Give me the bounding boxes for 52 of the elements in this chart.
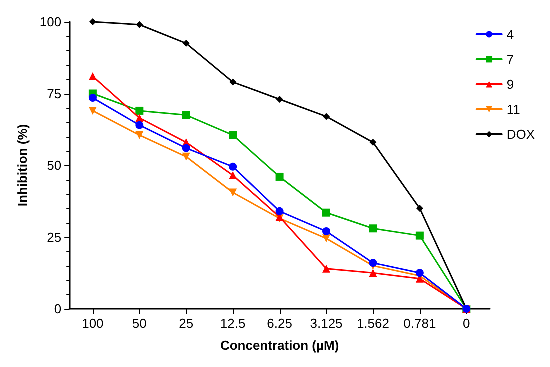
point — [276, 207, 284, 216]
point — [182, 40, 190, 48]
point — [230, 78, 237, 86]
y-tick-label: 50 — [47, 158, 62, 173]
x-tick-label: 0.781 — [404, 316, 436, 331]
point — [369, 269, 378, 278]
point — [88, 94, 97, 102]
y-tick-label: 0 — [54, 302, 62, 316]
y-axis-title: Inhibition (%) — [15, 124, 30, 207]
x-tick-label: 25 — [179, 316, 194, 331]
y-tick-label: 100 — [40, 14, 62, 30]
point — [416, 205, 424, 212]
point — [323, 113, 330, 120]
point — [369, 259, 378, 268]
point — [88, 106, 97, 115]
point — [370, 139, 377, 146]
point — [322, 228, 331, 236]
point — [322, 264, 331, 273]
point — [136, 131, 144, 140]
legend-label: 11 — [506, 102, 520, 117]
point — [229, 188, 238, 197]
legend-label: 4 — [506, 27, 514, 42]
x-tick-label: 1.562 — [356, 316, 390, 331]
point — [89, 18, 96, 26]
point — [136, 121, 144, 130]
point — [229, 172, 238, 180]
point — [416, 269, 424, 278]
legend-label: 9 — [506, 77, 514, 92]
point — [182, 144, 190, 152]
x-tick-label: 3.125 — [310, 316, 343, 331]
point — [276, 96, 284, 103]
point — [229, 162, 238, 171]
legend-label: DOX — [506, 127, 536, 142]
x-tick-label: 6.25 — [267, 316, 292, 331]
y-tick-label: 25 — [47, 230, 62, 245]
x-axis-title: Concentration (µM) — [220, 338, 340, 353]
legend-label: 7 — [506, 52, 514, 67]
point — [136, 21, 144, 28]
point — [136, 106, 144, 115]
y-tick-label: 75 — [47, 86, 62, 102]
x-tick-label: 100 — [82, 316, 104, 331]
x-tick-label: 12.5 — [220, 316, 246, 331]
x-tick-label: 0 — [463, 316, 470, 331]
point — [369, 224, 378, 233]
point — [182, 152, 190, 161]
point — [416, 232, 424, 240]
point — [229, 131, 238, 140]
x-tick-label: 50 — [132, 316, 147, 331]
point — [88, 72, 97, 81]
point — [276, 172, 284, 181]
point — [322, 208, 331, 217]
point — [182, 111, 190, 120]
